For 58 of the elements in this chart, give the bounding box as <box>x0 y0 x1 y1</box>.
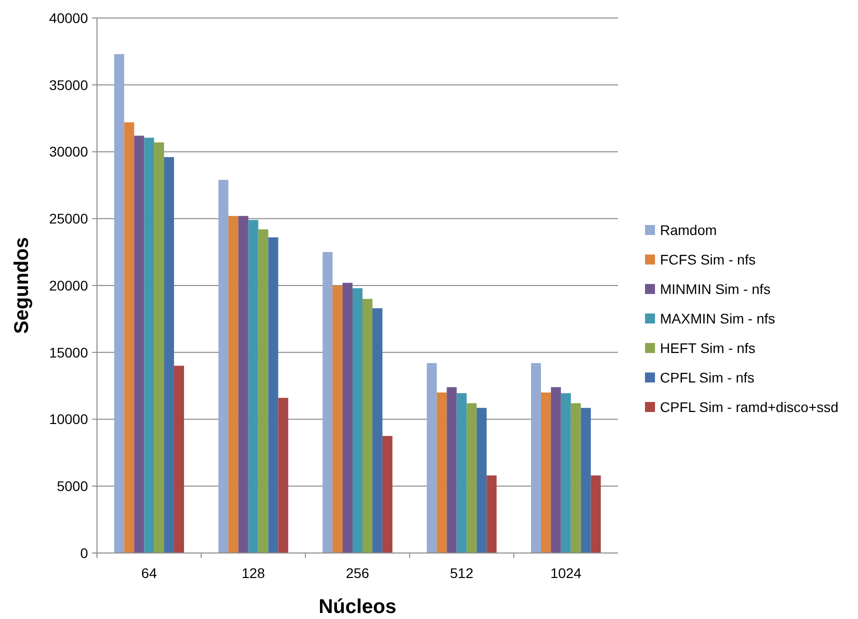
bar <box>456 393 467 553</box>
y-axis-title: Segundos <box>11 237 33 334</box>
legend-label: CPFL Sim - nfs <box>660 369 754 386</box>
bar <box>248 220 258 553</box>
bar <box>154 142 164 553</box>
bar <box>590 475 601 553</box>
y-tick-label: 25000 <box>49 210 88 227</box>
bar <box>426 363 437 553</box>
bar <box>486 475 497 553</box>
bar <box>476 408 487 553</box>
bar <box>540 392 551 553</box>
legend-label: Ramdom <box>660 222 717 238</box>
bar <box>332 286 343 553</box>
bar <box>570 403 581 553</box>
x-tick-label: 256 <box>346 565 370 581</box>
bar <box>258 229 268 553</box>
bar <box>550 387 561 553</box>
bar <box>322 252 333 553</box>
bar <box>436 392 447 553</box>
y-tick-label: 0 <box>80 544 88 561</box>
legend-label: MINMIN Sim - nfs <box>660 280 770 297</box>
bar <box>228 216 238 553</box>
bar <box>342 282 353 553</box>
bar <box>352 288 362 553</box>
x-tick-label: 512 <box>450 565 474 581</box>
bar <box>560 393 571 553</box>
bar <box>268 237 278 553</box>
y-tick-label: 20000 <box>49 277 88 294</box>
bar <box>238 216 248 553</box>
y-tick-label: 5000 <box>56 478 88 494</box>
legend-label: FCFS Sim - nfs <box>660 251 756 268</box>
x-tick-label: 64 <box>141 565 158 581</box>
bar <box>174 366 184 553</box>
y-tick-label: 10000 <box>49 411 88 428</box>
legend-label: CPFL Sim - ramd+disco+ssd <box>660 398 838 415</box>
bar <box>278 398 288 553</box>
y-tick-label: 30000 <box>49 144 88 160</box>
legend-label: MAXMIN Sim - nfs <box>660 310 776 326</box>
x-tick-label: 1024 <box>550 565 582 581</box>
bar <box>580 408 591 553</box>
bar <box>114 54 124 553</box>
bar <box>144 138 154 553</box>
y-tick-label: 35000 <box>49 76 88 93</box>
legend-label: HEFT Sim - nfs <box>660 340 756 356</box>
bar <box>134 136 144 553</box>
bar <box>124 122 134 553</box>
bar <box>218 180 228 553</box>
x-axis-title: Núcleos <box>318 596 396 618</box>
bar <box>362 298 372 553</box>
bar <box>530 363 541 553</box>
y-tick-label: 40000 <box>49 10 88 26</box>
x-tick-label: 128 <box>242 565 266 581</box>
y-tick-label: 15000 <box>49 344 88 360</box>
bar <box>382 436 392 553</box>
bar <box>164 157 174 553</box>
bar <box>446 387 457 553</box>
bar <box>466 403 477 553</box>
bar <box>372 308 382 553</box>
